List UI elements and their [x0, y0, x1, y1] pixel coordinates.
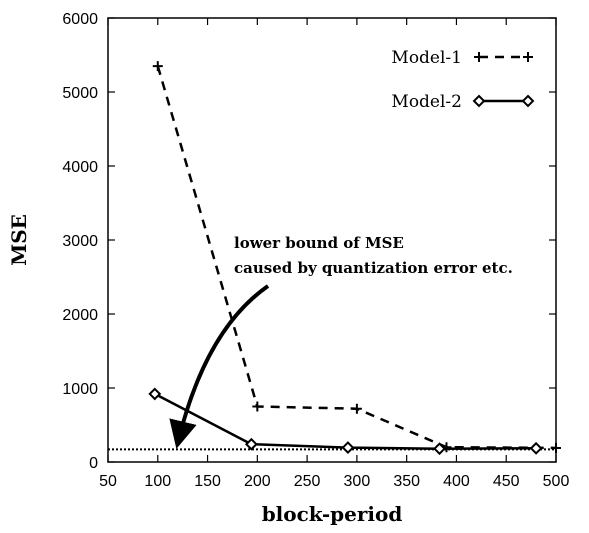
model-2-point — [341, 441, 355, 454]
legend-item-model-1: Model-1 — [391, 48, 533, 68]
legend-marker — [523, 52, 533, 62]
x-tick-label: 250 — [294, 473, 321, 490]
legend-label: Model-2 — [391, 92, 462, 112]
x-tick-label: 500 — [543, 473, 570, 490]
annotation-arrow — [169, 284, 270, 449]
x-tick-label: 100 — [144, 473, 171, 490]
legend-marker — [474, 52, 484, 62]
model-1-point — [551, 442, 561, 453]
annotation-line-2: caused by quantization error etc. — [234, 259, 513, 277]
legend-marker — [521, 94, 535, 108]
series-model-2 — [148, 387, 543, 456]
model-2-point — [244, 437, 258, 451]
model-2-point — [529, 441, 543, 455]
x-tick-label: 300 — [344, 473, 371, 490]
legend: Model-1 Model-2 — [391, 48, 535, 112]
y-tick-label: 6000 — [62, 11, 98, 28]
model-1-line — [156, 65, 557, 450]
legend-label: Model-1 — [391, 48, 462, 68]
y-tick-label: 2000 — [62, 307, 98, 324]
annotation-line-1: lower bound of MSE — [234, 234, 404, 252]
x-tick-label: 200 — [244, 473, 271, 490]
x-axis: 50 100 150 200 250 300 350 400 450 500 — [99, 18, 569, 490]
model-2-point — [433, 442, 446, 456]
y-tick-label: 0 — [89, 455, 98, 472]
y-tick-label: 5000 — [62, 85, 98, 102]
y-axis: 0 1000 2000 3000 4000 5000 6000 — [62, 11, 556, 472]
legend-item-model-2: Model-2 — [391, 92, 535, 112]
legend-marker — [472, 94, 486, 108]
x-tick-label: 150 — [194, 473, 221, 490]
series-model-1 — [152, 61, 561, 453]
x-tick-label: 400 — [443, 473, 470, 490]
x-tick-label: 350 — [393, 473, 420, 490]
model-1-point — [152, 61, 163, 72]
y-axis-title: MSE — [7, 214, 31, 266]
x-tick-label: 50 — [99, 473, 117, 490]
model-2-point — [148, 387, 162, 401]
x-axis-title: block-period — [262, 502, 403, 526]
y-tick-label: 3000 — [62, 233, 98, 250]
x-tick-label: 450 — [493, 473, 520, 490]
model-1-point — [351, 403, 362, 414]
y-tick-label: 1000 — [62, 381, 98, 398]
series-layer — [148, 61, 561, 456]
y-tick-label: 4000 — [62, 159, 98, 176]
model-1-point — [252, 401, 263, 412]
model-2-line — [154, 392, 537, 450]
